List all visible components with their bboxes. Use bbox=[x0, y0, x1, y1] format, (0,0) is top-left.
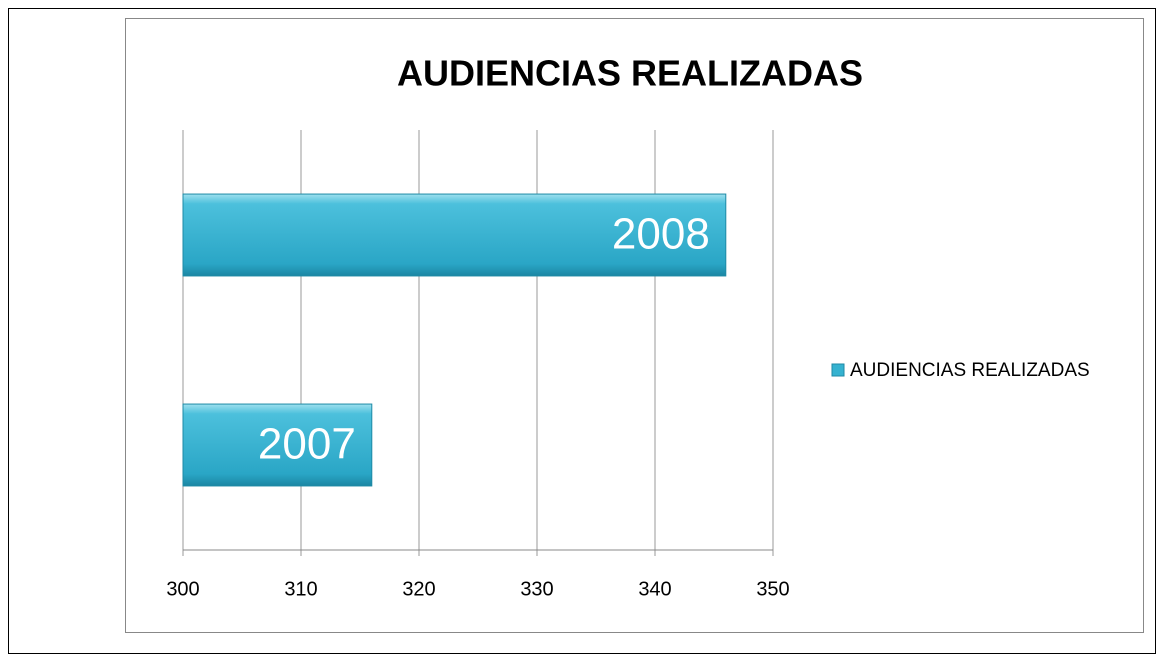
bar-category-label: 2008 bbox=[612, 210, 710, 259]
x-tick-label: 340 bbox=[638, 578, 671, 600]
x-tick-label: 300 bbox=[166, 578, 199, 600]
bar bbox=[182, 193, 727, 277]
bar-category-label: 2007 bbox=[258, 420, 356, 469]
x-tick-label: 330 bbox=[520, 578, 553, 600]
x-tick-label: 350 bbox=[756, 578, 789, 600]
bar bbox=[182, 403, 373, 487]
legend-swatch bbox=[831, 363, 845, 377]
chart-frame bbox=[125, 18, 1144, 633]
x-tick-label: 320 bbox=[402, 578, 435, 600]
chart-title: AUDIENCIAS REALIZADAS bbox=[397, 53, 863, 94]
legend-label: AUDIENCIAS REALIZADAS bbox=[850, 360, 1090, 381]
x-tick-label: 310 bbox=[284, 578, 317, 600]
